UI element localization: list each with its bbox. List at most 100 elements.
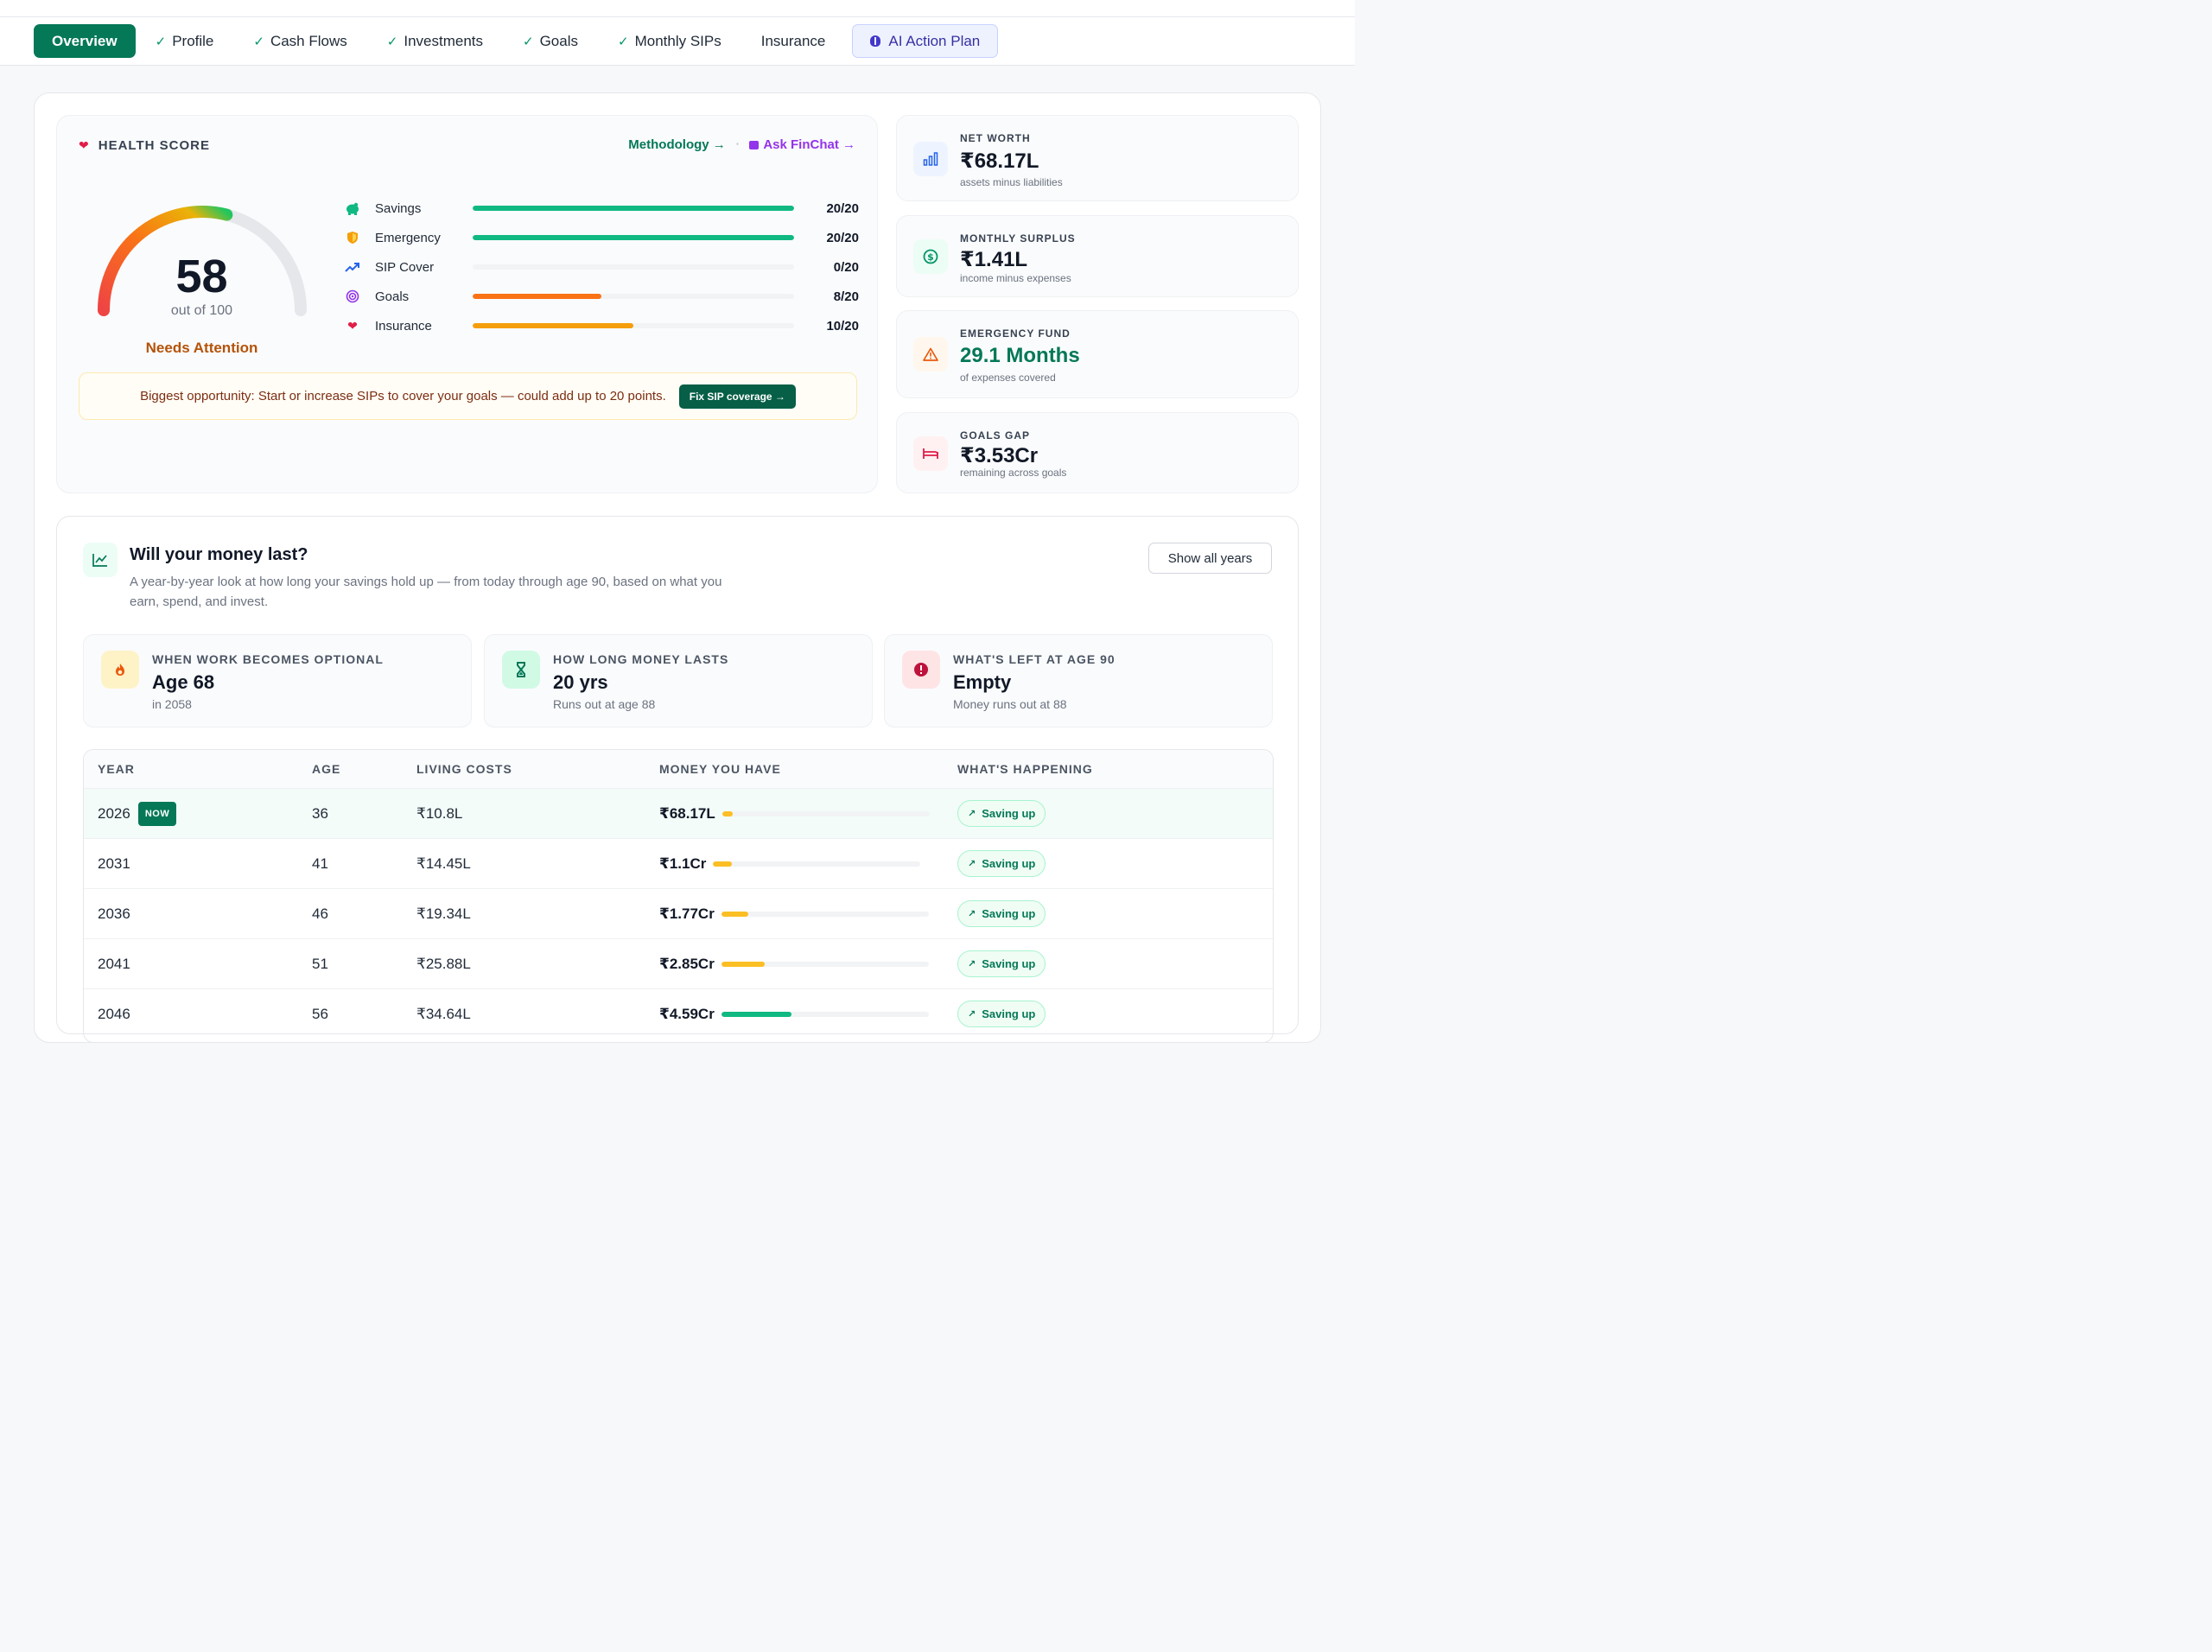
metric-bar-fill: [473, 235, 794, 240]
kpi-card-goals-gap: GOALS GAP ₹3.53Cr remaining across goals: [896, 412, 1299, 493]
monthly-surplus-value: ₹1.41L: [960, 248, 1028, 271]
metric-row-goals: Goals 8/20: [345, 288, 859, 305]
status-badge: ↗ Saving up: [957, 1001, 1046, 1027]
trending-up-icon: [345, 259, 360, 275]
emergency-fund-value: 29.1 Months: [960, 344, 1080, 367]
stat-card-work-optional: WHEN WORK BECOMES OPTIONAL Age 68 in 205…: [83, 634, 472, 728]
trending-up-icon: ↗: [968, 959, 976, 969]
table-row: 2036 46 ₹19.34L ₹1.77Cr ↗ Saving up: [84, 888, 1273, 938]
metric-bar-fill: [473, 294, 601, 299]
money-bar-fill: [721, 961, 766, 967]
trending-up-icon: ↗: [968, 809, 976, 819]
piggy-bank-icon: [345, 200, 360, 216]
metric-row-sip-cover: SIP Cover 0/20: [345, 258, 859, 276]
status-badge: ↗ Saving up: [957, 950, 1046, 977]
money-last-card: Will your money last? A year-by-year loo…: [56, 516, 1299, 1043]
health-score-heading: ❤ HEALTH SCORE: [79, 138, 210, 153]
check-icon: ✓: [523, 34, 534, 49]
shield-icon: [345, 230, 360, 245]
goals-gap-value: ₹3.53Cr: [960, 444, 1039, 467]
alert-circle-icon: [902, 651, 940, 689]
health-score-status: Needs Attention: [145, 340, 258, 356]
metric-bar: [473, 264, 794, 270]
table-row: 2046 56 ₹34.64L ₹4.59Cr ↗ Saving up: [84, 988, 1273, 1039]
brain-icon: [870, 35, 881, 47]
money-bar: [713, 861, 921, 867]
link-separator: •: [735, 140, 740, 149]
metric-row-insurance: ❤ Insurance 10/20: [345, 317, 859, 334]
fire-icon: [101, 651, 139, 689]
metric-bar: [473, 323, 794, 328]
ask-finchat-link[interactable]: Ask FinChat →: [749, 137, 855, 152]
stat-card-money-lasts: HOW LONG MONEY LASTS 20 yrs Runs out at …: [484, 634, 873, 728]
metric-bar: [473, 206, 794, 211]
metric-row-savings: Savings 20/20: [345, 200, 859, 217]
top-strip: [0, 0, 1355, 17]
tab-monthly-sips[interactable]: ✓ Monthly SIPs: [618, 32, 721, 49]
opportunity-banner: Biggest opportunity: Start or increase S…: [79, 372, 857, 420]
tab-goals[interactable]: ✓ Goals: [523, 32, 578, 49]
methodology-link[interactable]: Methodology →: [628, 137, 726, 152]
svg-text:$: $: [927, 251, 934, 263]
metric-bar: [473, 294, 794, 299]
table-row: 2031 41 ₹14.45L ₹1.1Cr ↗ Saving up: [84, 838, 1273, 888]
money-bar-fill: [721, 810, 733, 816]
status-badge: ↗ Saving up: [957, 800, 1046, 827]
money-bar: [721, 810, 930, 816]
money-bar: [721, 911, 929, 917]
money-last-title: Will your money last?: [130, 545, 308, 564]
now-badge: NOW: [137, 801, 177, 826]
heart-icon: ❤: [347, 318, 358, 333]
kpi-card-emergency-fund: EMERGENCY FUND 29.1 Months of expenses c…: [896, 310, 1299, 398]
kpi-card-monthly-surplus: $ MONTHLY SURPLUS ₹1.41L income minus ex…: [896, 215, 1299, 297]
metric-row-emergency: Emergency 20/20: [345, 229, 859, 246]
check-icon: ✓: [618, 34, 629, 49]
status-badge: ↗ Saving up: [957, 850, 1046, 877]
tab-investments[interactable]: ✓ Investments: [386, 32, 483, 49]
fix-sip-coverage-button[interactable]: Fix SIP coverage →: [678, 384, 796, 409]
metric-bar: [473, 235, 794, 240]
chat-icon: [749, 140, 760, 149]
opportunity-text: Biggest opportunity: Start or increase S…: [140, 389, 666, 403]
money-bar-fill: [721, 1011, 792, 1017]
tab-overview[interactable]: Overview: [34, 24, 136, 58]
dollar-circle-icon: $: [913, 239, 948, 274]
trending-up-icon: ↗: [968, 1009, 976, 1020]
health-score-max: out of 100: [170, 303, 233, 318]
check-icon: ✓: [155, 34, 167, 49]
gauge-value-arc: [98, 206, 233, 316]
table-header: YEAR AGE LIVING COSTS MONEY YOU HAVE WHA…: [84, 750, 1273, 788]
status-badge: ↗ Saving up: [957, 900, 1046, 927]
tab-cash-flows[interactable]: ✓ Cash Flows: [253, 32, 347, 49]
line-chart-icon: [83, 543, 118, 577]
net-worth-value: ₹68.17L: [960, 149, 1039, 173]
health-score-gauge: [98, 206, 307, 316]
tab-bar: Overview ✓ Profile ✓ Cash Flows ✓ Investmen…: [0, 17, 1355, 66]
target-icon: [345, 289, 360, 304]
warning-icon: [913, 337, 948, 372]
money-last-description: A year-by-year look at how long your sav…: [130, 575, 722, 609]
tab-profile[interactable]: ✓ Profile: [155, 32, 214, 49]
check-icon: ✓: [386, 34, 398, 49]
show-all-years-button[interactable]: Show all years: [1148, 543, 1272, 574]
projection-table: YEAR AGE LIVING COSTS MONEY YOU HAVE WHA…: [83, 749, 1274, 1043]
metric-bar-fill: [473, 323, 633, 328]
money-bar: [721, 961, 929, 967]
hourglass-icon: [502, 651, 540, 689]
trending-up-icon: ↗: [968, 909, 976, 919]
health-score-card: ❤ HEALTH SCORE Methodology → • Ask FinCh…: [56, 115, 878, 493]
table-row: 2041 51 ₹25.88L ₹2.85Cr ↗ Saving up: [84, 938, 1273, 988]
health-score-value: 58: [175, 251, 228, 302]
money-bar-fill: [713, 861, 732, 867]
bar-chart-icon: [913, 142, 948, 176]
table-row: 2026 NOW 36 ₹10.8L ₹68.17L ↗ Saving up: [84, 788, 1273, 838]
check-icon: ✓: [253, 34, 264, 49]
kpi-card-net-worth: NET WORTH ₹68.17L assets minus liabiliti…: [896, 115, 1299, 201]
money-bar: [721, 1011, 929, 1017]
heart-icon: ❤: [79, 138, 90, 152]
tab-insurance[interactable]: Insurance: [760, 32, 826, 49]
money-bar-fill: [721, 911, 748, 917]
tab-ai-action-plan[interactable]: AI Action Plan: [852, 24, 999, 58]
metric-bar-fill: [473, 206, 794, 211]
bed-icon: [913, 436, 948, 471]
